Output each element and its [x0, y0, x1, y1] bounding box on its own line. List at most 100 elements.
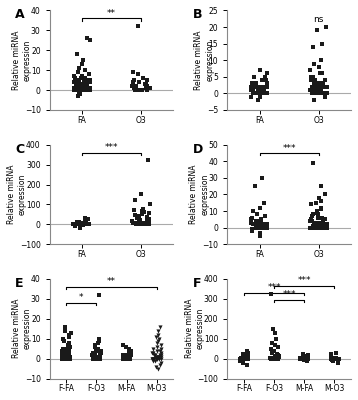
Point	[139, 191, 144, 198]
Point	[244, 361, 250, 368]
Point	[313, 90, 319, 96]
Point	[243, 352, 249, 359]
Point	[268, 346, 274, 352]
Point	[318, 70, 323, 77]
Point	[156, 354, 162, 360]
Point	[134, 221, 140, 228]
Point	[318, 80, 324, 87]
Point	[272, 342, 278, 348]
Point	[330, 354, 336, 361]
Point	[251, 74, 257, 80]
Point	[155, 332, 161, 338]
Point	[78, 81, 84, 87]
Point	[93, 355, 99, 362]
Point	[262, 87, 267, 93]
Point	[275, 355, 281, 362]
Point	[260, 224, 266, 231]
Point	[323, 90, 329, 96]
Point	[262, 224, 268, 231]
Point	[71, 221, 76, 228]
Text: ***: ***	[282, 144, 296, 152]
Point	[82, 215, 88, 222]
Point	[316, 90, 322, 96]
Point	[275, 354, 280, 361]
Point	[72, 77, 78, 83]
Point	[264, 224, 270, 231]
Point	[252, 80, 258, 87]
Point	[303, 355, 308, 362]
Point	[127, 354, 132, 360]
Point	[120, 355, 126, 362]
Point	[127, 350, 132, 356]
Point	[316, 194, 321, 201]
Point	[298, 355, 304, 362]
Point	[303, 355, 309, 362]
Text: E: E	[15, 277, 24, 290]
Point	[335, 355, 340, 362]
Point	[84, 35, 90, 42]
Point	[328, 352, 334, 358]
Point	[152, 352, 158, 358]
Point	[248, 216, 254, 222]
Point	[309, 90, 315, 96]
Point	[314, 220, 320, 226]
Point	[311, 80, 317, 87]
Point	[249, 228, 255, 234]
Point	[311, 84, 317, 90]
Point	[82, 221, 88, 228]
Point	[158, 342, 164, 348]
Point	[155, 354, 160, 360]
Point	[318, 198, 324, 204]
Point	[62, 348, 67, 354]
Point	[313, 224, 318, 231]
Point	[72, 79, 77, 85]
Point	[146, 217, 152, 224]
Point	[310, 223, 316, 229]
Point	[95, 346, 101, 352]
Point	[150, 355, 155, 362]
Point	[137, 217, 142, 224]
Point	[333, 355, 338, 362]
Point	[240, 355, 246, 362]
Point	[80, 83, 86, 89]
Point	[261, 87, 267, 93]
Point	[125, 355, 131, 362]
Point	[82, 75, 88, 81]
Point	[272, 330, 278, 336]
Point	[318, 204, 324, 211]
Point	[88, 85, 93, 91]
Point	[319, 224, 325, 231]
Point	[83, 219, 89, 226]
Point	[268, 291, 274, 297]
Point	[87, 77, 93, 83]
Point	[136, 221, 142, 228]
Point	[256, 90, 262, 96]
Point	[75, 69, 81, 75]
Point	[324, 24, 329, 30]
Point	[94, 348, 100, 354]
Point	[253, 224, 259, 231]
Point	[76, 83, 81, 89]
Point	[155, 338, 161, 344]
Point	[62, 354, 68, 360]
Point	[263, 77, 269, 83]
Point	[311, 84, 317, 90]
Point	[320, 218, 326, 224]
Point	[132, 220, 138, 226]
Point	[259, 84, 265, 90]
Point	[237, 356, 243, 363]
Text: **: **	[107, 9, 116, 18]
Point	[258, 218, 263, 224]
Point	[143, 221, 149, 228]
Point	[311, 90, 316, 96]
Point	[86, 216, 91, 222]
Point	[71, 73, 77, 79]
Text: D: D	[193, 143, 203, 156]
Point	[147, 201, 153, 208]
Point	[245, 348, 250, 354]
Point	[309, 90, 315, 96]
Point	[130, 220, 135, 226]
Point	[158, 361, 163, 368]
Point	[311, 60, 317, 67]
Point	[258, 87, 263, 93]
